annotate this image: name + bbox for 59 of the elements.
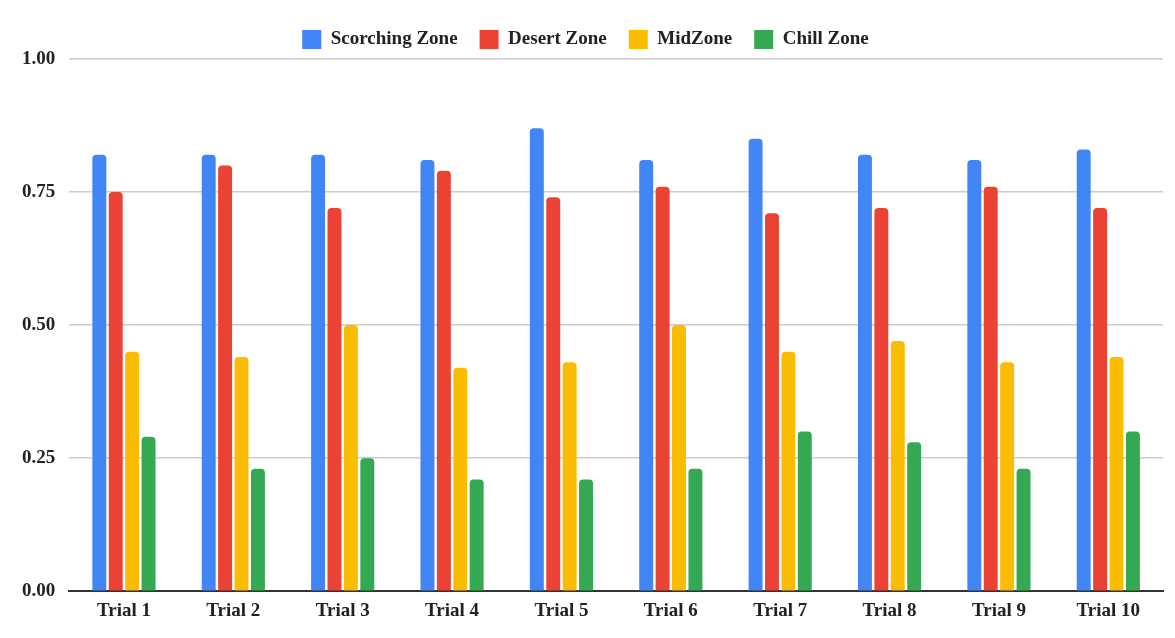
bar (765, 213, 779, 591)
bar (1000, 362, 1015, 591)
x-tick-label: Trial 8 (862, 598, 917, 620)
bar (655, 186, 670, 591)
bar (360, 458, 375, 591)
bar (469, 479, 484, 591)
legend-label: Chill Zone (782, 27, 869, 49)
legend-label: Scorching Zone (330, 27, 458, 49)
bar (562, 362, 577, 591)
bar (453, 367, 468, 591)
x-tick-label: Trial 2 (206, 598, 261, 620)
bar (639, 160, 654, 591)
bar (436, 170, 451, 591)
bar (688, 468, 703, 591)
bar (781, 351, 796, 591)
bar (748, 138, 763, 591)
bar (327, 208, 342, 591)
bar (907, 442, 922, 591)
bar (983, 186, 998, 591)
bar (343, 325, 358, 591)
bar (1076, 149, 1091, 591)
x-tick-label: Trial 6 (643, 598, 698, 620)
bar (420, 160, 435, 591)
bar (92, 154, 107, 591)
bar (250, 468, 265, 591)
bar (874, 208, 889, 591)
y-tick-label: 0.75 (22, 179, 56, 201)
bar (1093, 208, 1108, 591)
bar (579, 479, 594, 591)
x-tick-label: Trial 10 (1076, 598, 1141, 620)
y-tick-label: 0.00 (22, 579, 56, 601)
bar (857, 154, 872, 591)
bar (201, 154, 216, 591)
bar (1125, 431, 1140, 591)
x-tick-label: Trial 7 (753, 598, 808, 620)
legend-label: Desert Zone (508, 27, 607, 49)
bar (546, 197, 561, 591)
bar (311, 154, 326, 591)
bar (797, 431, 812, 591)
y-tick-label: 0.25 (22, 446, 56, 468)
x-tick-label: Trial 1 (96, 598, 151, 620)
bar (1109, 357, 1124, 591)
x-tick-label: Trial 3 (315, 598, 370, 620)
x-tick-label: Trial 9 (971, 598, 1026, 620)
bar (141, 436, 156, 591)
bar (234, 357, 249, 591)
y-tick-label: 0.50 (22, 313, 56, 335)
bar (218, 165, 233, 591)
bar (890, 341, 905, 591)
bar (108, 192, 123, 591)
x-tick-label: Trial 5 (534, 598, 589, 620)
bar (672, 325, 686, 591)
bar (1016, 468, 1031, 591)
bar (125, 351, 140, 591)
legend-label: MidZone (657, 27, 733, 49)
y-tick-label: 1.00 (22, 46, 56, 68)
bar (529, 128, 544, 591)
bar (967, 160, 982, 591)
x-tick-label: Trial 4 (425, 598, 480, 620)
